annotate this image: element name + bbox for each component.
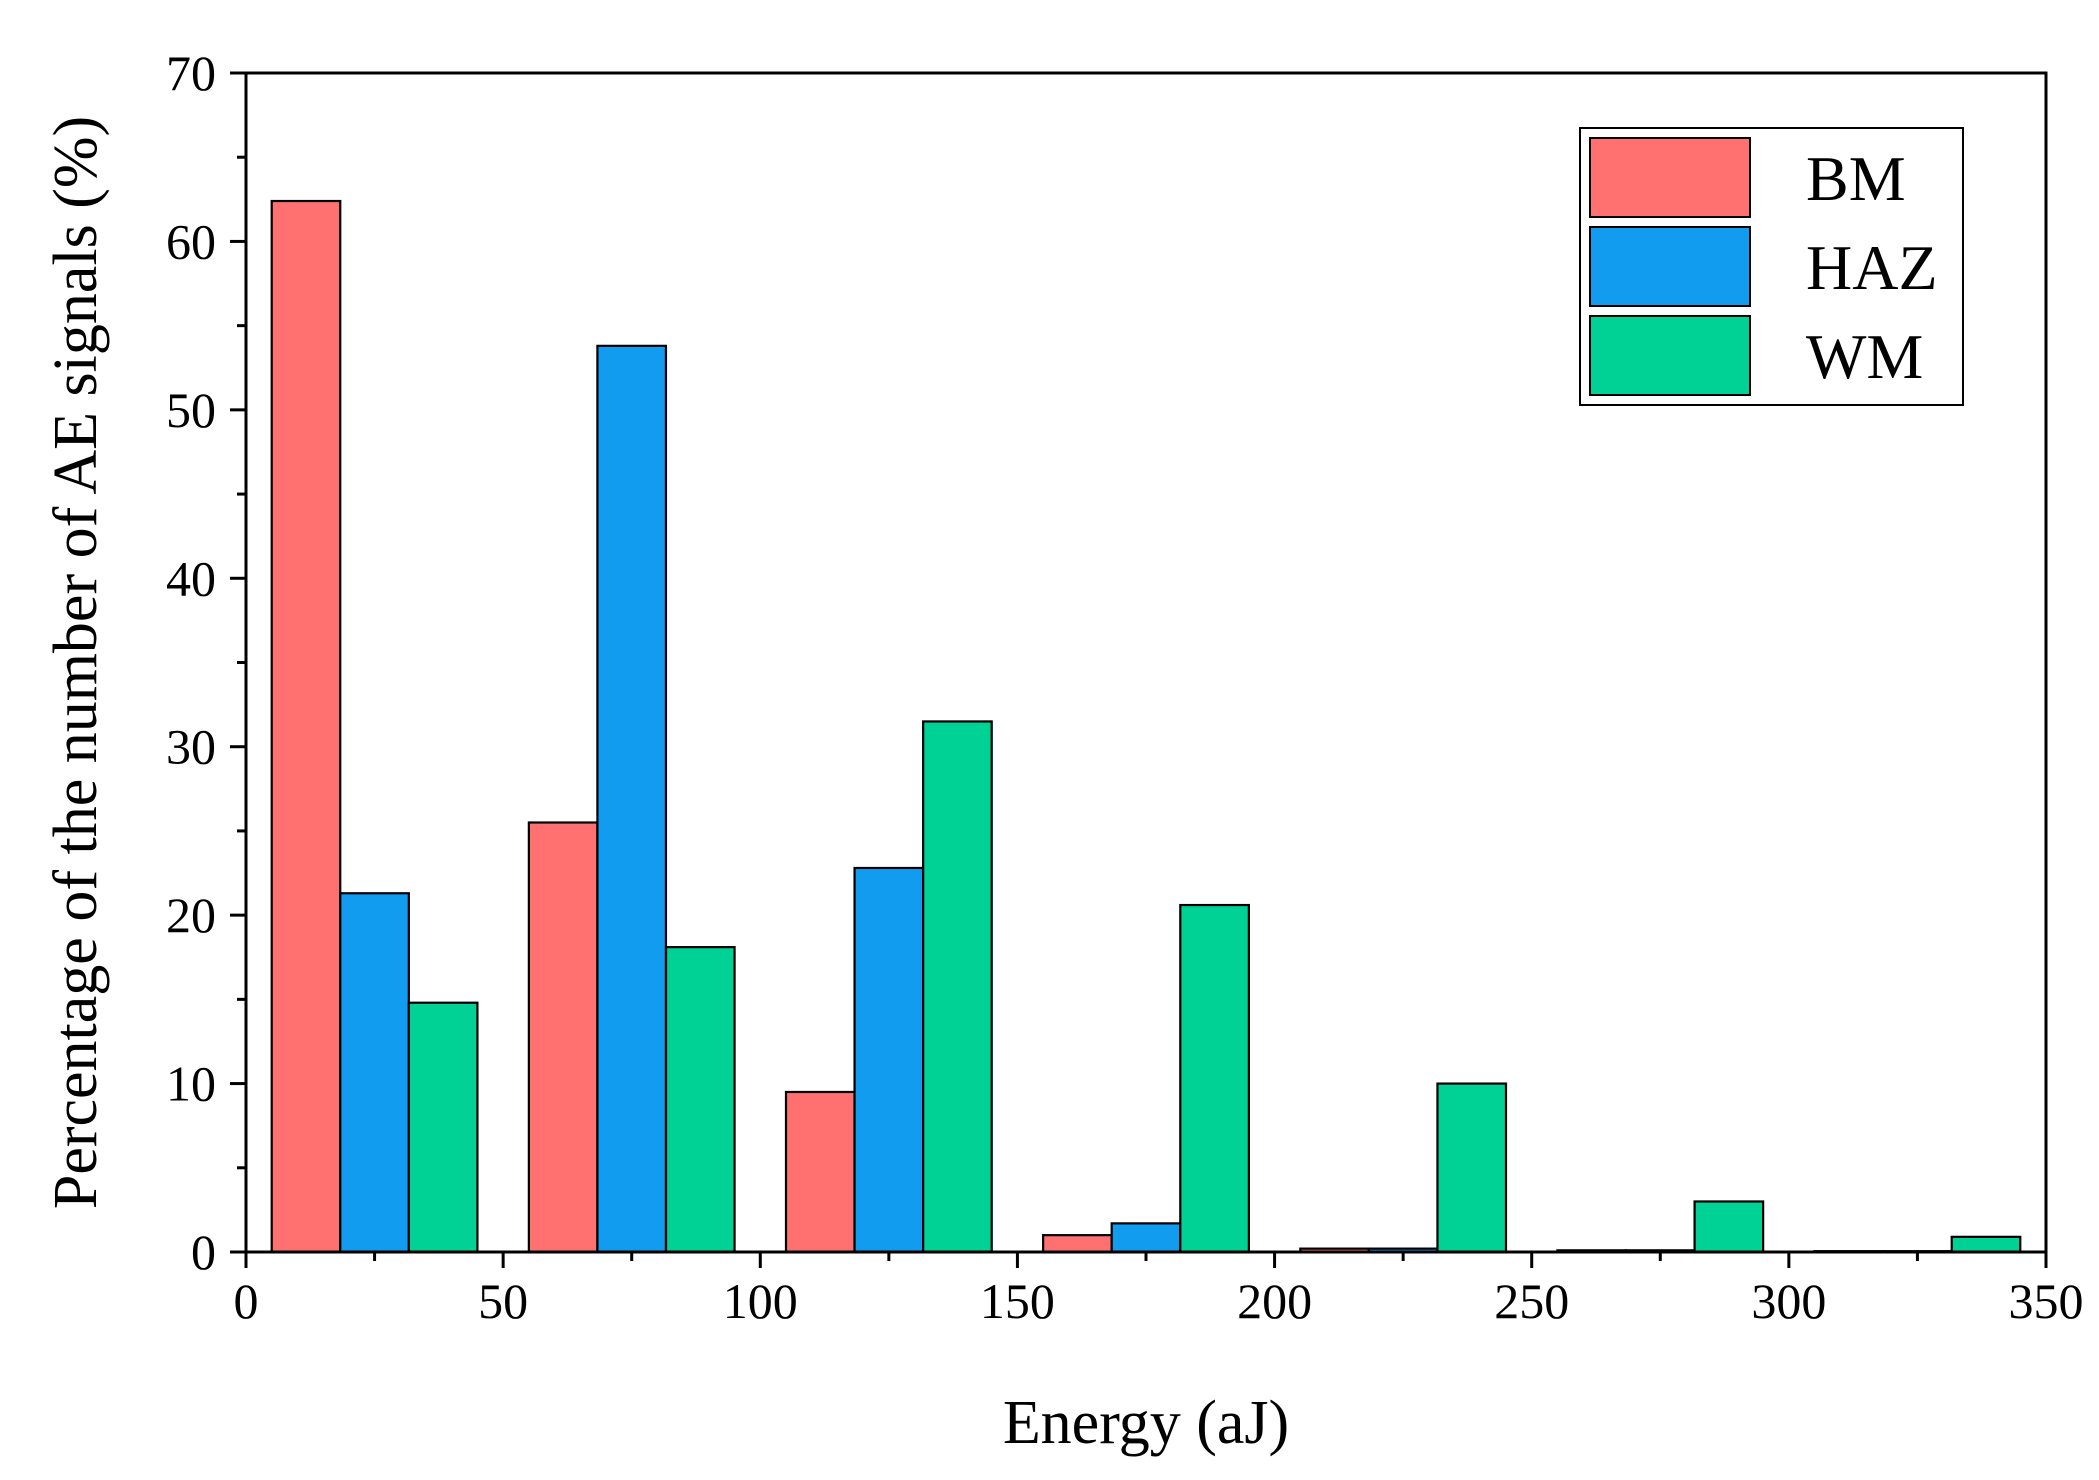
bar-wm-5 [1693, 1200, 1765, 1254]
legend-swatch-haz [1589, 226, 1751, 307]
legend-label-wm: WM [1806, 321, 1923, 392]
x-tick-label-0: 0 [234, 1273, 259, 1329]
y-tick-label-5: 50 [166, 382, 216, 438]
y-tick-label-1: 10 [166, 1056, 216, 1112]
bar-haz-2 [853, 866, 925, 1254]
x-tick-label-3: 150 [980, 1273, 1055, 1329]
y-tick-label-6: 60 [166, 213, 216, 269]
bar-bm-2 [784, 1090, 856, 1254]
x-axis-title: Energy (aJ) [1003, 1389, 1289, 1457]
bar-wm-3 [1179, 903, 1250, 1254]
x-tick-label-1: 50 [478, 1273, 528, 1329]
x-tick-label-4: 200 [1237, 1273, 1312, 1329]
legend-swatch-bm [1589, 137, 1751, 218]
bar-wm-6 [1950, 1235, 2022, 1254]
bar-wm-2 [922, 720, 993, 1254]
bar-wm-4 [1436, 1082, 1508, 1254]
y-tick-label-4: 40 [166, 550, 216, 606]
bar-bm-0 [270, 199, 342, 1254]
bar-bm-3 [1042, 1234, 1113, 1254]
x-tick-label-2: 100 [723, 1273, 798, 1329]
bar-wm-1 [664, 946, 736, 1254]
y-tick-label-7: 70 [166, 45, 216, 101]
y-tick-label-2: 20 [166, 887, 216, 943]
y-tick-label-0: 0 [191, 1224, 216, 1280]
x-tick-label-6: 300 [1751, 1273, 1826, 1329]
legend-swatch-wm [1589, 315, 1751, 396]
bar-haz-3 [1110, 1222, 1182, 1254]
x-tick-label-5: 250 [1494, 1273, 1569, 1329]
bar-bm-1 [527, 821, 599, 1254]
legend-label-haz: HAZ [1806, 232, 1938, 303]
y-axis-title: Percentage of the number of AE signals (… [42, 116, 110, 1209]
bar-haz-1 [596, 344, 668, 1254]
legend-label-bm: BM [1806, 143, 1906, 214]
ticks-layer: 0 50 100 150 200 250 300 350 0 10 20 30 40 50 60 70 [166, 45, 2084, 1329]
bar-haz-0 [339, 892, 410, 1254]
x-tick-label-7: 350 [2009, 1273, 2084, 1329]
bar-wm-0 [407, 1001, 479, 1254]
legend: BM HAZ WM [1579, 127, 1964, 406]
bars-layer [270, 199, 2022, 1254]
y-tick-label-3: 30 [166, 719, 216, 775]
